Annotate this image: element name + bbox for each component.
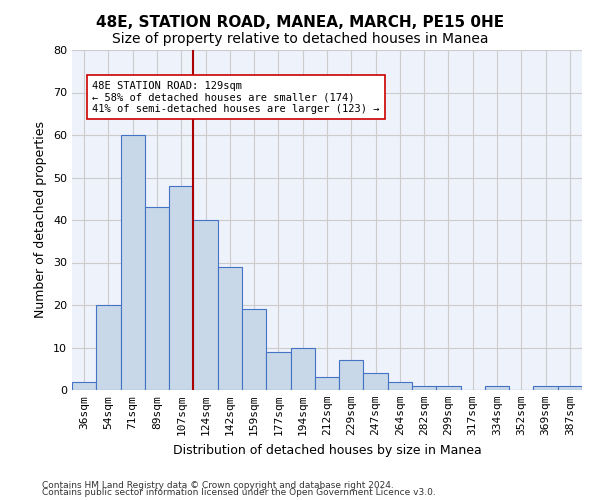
Bar bbox=[242, 309, 266, 390]
Bar bbox=[96, 305, 121, 390]
X-axis label: Distribution of detached houses by size in Manea: Distribution of detached houses by size … bbox=[173, 444, 481, 456]
Text: 48E STATION ROAD: 129sqm
← 58% of detached houses are smaller (174)
41% of semi-: 48E STATION ROAD: 129sqm ← 58% of detach… bbox=[92, 80, 380, 114]
Bar bbox=[485, 386, 509, 390]
Bar bbox=[412, 386, 436, 390]
Bar bbox=[169, 186, 193, 390]
Bar bbox=[72, 382, 96, 390]
Bar bbox=[533, 386, 558, 390]
Bar bbox=[558, 386, 582, 390]
Bar bbox=[193, 220, 218, 390]
Bar bbox=[121, 135, 145, 390]
Bar bbox=[388, 382, 412, 390]
Bar bbox=[436, 386, 461, 390]
Bar bbox=[290, 348, 315, 390]
Text: Size of property relative to detached houses in Manea: Size of property relative to detached ho… bbox=[112, 32, 488, 46]
Text: Contains HM Land Registry data © Crown copyright and database right 2024.: Contains HM Land Registry data © Crown c… bbox=[42, 480, 394, 490]
Bar bbox=[364, 373, 388, 390]
Bar bbox=[315, 378, 339, 390]
Text: Contains public sector information licensed under the Open Government Licence v3: Contains public sector information licen… bbox=[42, 488, 436, 497]
Bar bbox=[145, 207, 169, 390]
Y-axis label: Number of detached properties: Number of detached properties bbox=[34, 122, 47, 318]
Bar bbox=[218, 267, 242, 390]
Text: 48E, STATION ROAD, MANEA, MARCH, PE15 0HE: 48E, STATION ROAD, MANEA, MARCH, PE15 0H… bbox=[96, 15, 504, 30]
Bar bbox=[266, 352, 290, 390]
Bar bbox=[339, 360, 364, 390]
